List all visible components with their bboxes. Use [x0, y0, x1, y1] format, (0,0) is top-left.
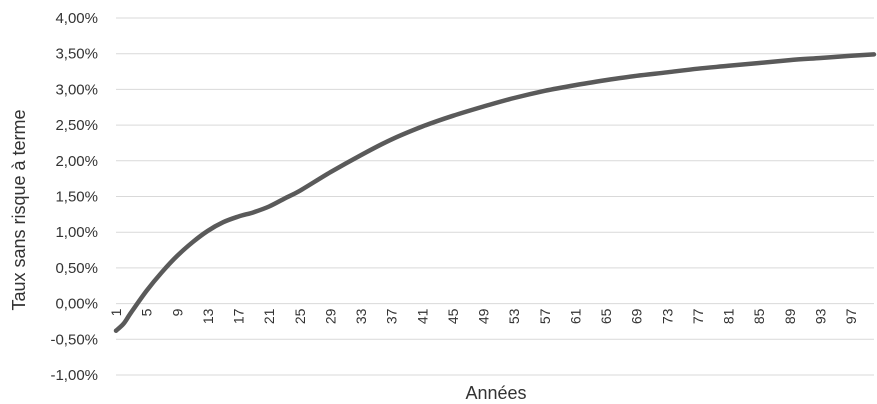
- series-layer: [113, 52, 877, 333]
- x-tick-label: 9: [169, 308, 185, 316]
- x-tick-label: 17: [231, 308, 247, 324]
- y-tick-label: 4,00%: [55, 10, 98, 27]
- y-tick-label: 3,00%: [55, 81, 98, 98]
- x-tick-label: 5: [139, 308, 155, 316]
- y-tick-label: 0,00%: [55, 296, 98, 313]
- x-tick-label: 45: [445, 308, 461, 324]
- y-tick-label: 3,50%: [55, 46, 98, 63]
- x-tick-label: 65: [598, 308, 614, 324]
- x-tick-label: 77: [690, 308, 706, 324]
- x-tick-label: 81: [721, 308, 737, 324]
- x-tick-label: 1: [108, 308, 124, 316]
- x-tick-label: 25: [292, 308, 308, 324]
- x-axis-ticks: 1 5 9 13 17 21 25 29 33 37 41 45 49 53 57 61 65 69 73 77 81 8…: [108, 308, 859, 324]
- x-tick-label: 33: [353, 308, 369, 324]
- x-tick-label: 97: [843, 308, 859, 324]
- y-axis-title: Taux sans risque à terme: [9, 109, 29, 310]
- y-tick-label: 1,50%: [55, 189, 98, 206]
- x-tick-label: 37: [384, 308, 400, 324]
- x-tick-label: 89: [782, 308, 798, 324]
- y-tick-label: -1,00%: [50, 367, 98, 384]
- y-axis-ticks: -1,00% -0,50% 0,00% 0,50% 1,00% 1,50% 2,00% 2,5…: [50, 10, 98, 384]
- gridlines: [116, 17, 874, 376]
- series-line: [113, 52, 877, 333]
- x-tick-label: 21: [261, 308, 277, 324]
- x-tick-label: 29: [322, 308, 338, 324]
- x-tick-label: 53: [506, 308, 522, 324]
- y-tick-label: 2,00%: [55, 153, 98, 170]
- x-tick-label: 93: [812, 308, 828, 324]
- x-tick-label: 49: [476, 308, 492, 324]
- x-tick-label: 41: [414, 308, 430, 324]
- x-tick-label: 13: [200, 308, 216, 324]
- y-tick-label: -0,50%: [50, 331, 98, 348]
- x-axis-title: Années: [465, 383, 526, 403]
- y-tick-label: 2,50%: [55, 117, 98, 134]
- y-tick-label: 0,50%: [55, 260, 98, 277]
- x-tick-label: 61: [567, 308, 583, 324]
- x-tick-label: 73: [659, 308, 675, 324]
- x-tick-label: 69: [629, 308, 645, 324]
- x-tick-label: 85: [751, 308, 767, 324]
- x-tick-label: 57: [537, 308, 553, 324]
- y-tick-label: 1,00%: [55, 224, 98, 241]
